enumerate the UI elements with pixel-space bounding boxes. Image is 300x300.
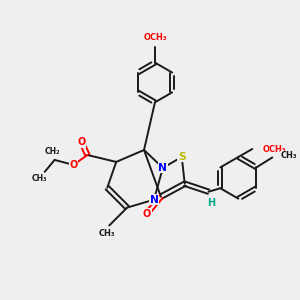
Text: OCH₃: OCH₃ xyxy=(262,145,286,154)
Text: O: O xyxy=(143,208,151,219)
Text: CH₃: CH₃ xyxy=(99,229,116,238)
Text: CH₂: CH₂ xyxy=(45,148,60,157)
Text: CH₃: CH₃ xyxy=(32,174,47,183)
Text: OCH₃: OCH₃ xyxy=(143,33,167,42)
Text: N: N xyxy=(149,195,158,205)
Text: S: S xyxy=(178,152,186,162)
Text: N: N xyxy=(158,163,167,173)
Text: CH₃: CH₃ xyxy=(280,151,297,160)
Text: H: H xyxy=(208,198,216,208)
Text: O: O xyxy=(77,137,86,147)
Text: O: O xyxy=(69,160,78,170)
